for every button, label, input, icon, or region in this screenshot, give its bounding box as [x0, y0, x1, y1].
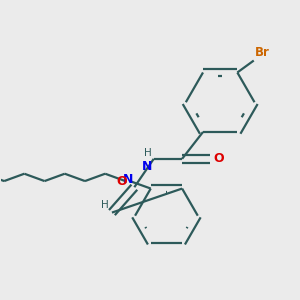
Text: N: N	[142, 160, 152, 173]
Text: O: O	[214, 152, 224, 165]
Text: N: N	[122, 173, 133, 186]
Text: H: H	[145, 148, 152, 158]
Text: O: O	[117, 175, 128, 188]
Text: Br: Br	[255, 46, 270, 59]
Text: H: H	[101, 200, 109, 210]
